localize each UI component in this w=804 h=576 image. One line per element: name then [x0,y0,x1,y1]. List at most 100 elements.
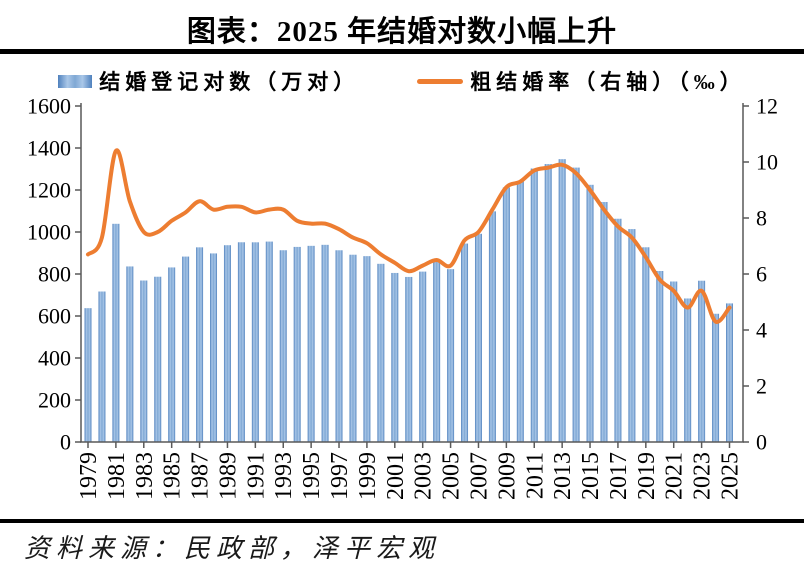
bar-2011 [530,168,538,442]
svg-text:1400: 1400 [27,136,71,161]
chart-legend: 结婚登记对数（万对） 粗结婚率（右轴）（‰） [0,66,804,96]
bar-1986 [182,256,190,442]
x-axis-ticks: 1979 1981 1983 1985 1987 1989 1991 1993 1995 1997… [76,442,744,500]
left-axis-ticks: 0 200 400 600 800 1000 1200 1400 1600 [27,94,81,455]
bar-2015 [586,184,594,442]
bar-1979 [84,308,92,442]
x-label-1987: 1987 [188,452,214,500]
bar-2019 [642,247,650,442]
bar-1995 [307,245,315,442]
svg-text:1000: 1000 [27,220,71,245]
bar-series-label: 结婚登记对数（万对） [99,70,360,94]
bar-2021 [670,281,678,442]
bar-1988 [210,253,218,442]
svg-text:0: 0 [60,430,71,455]
bar-1982 [126,266,134,442]
bar-1998 [349,254,357,442]
x-label-2007: 2007 [467,452,493,500]
x-label-2001: 2001 [383,452,409,500]
bar-1990 [237,242,245,442]
bar-2000 [377,263,385,442]
x-label-1991: 1991 [243,452,269,500]
bar-2013 [558,159,566,442]
bar-2004 [433,259,441,442]
bar-2006 [461,243,469,442]
bars-group [84,159,733,443]
bar-2018 [628,229,636,442]
bar-1985 [168,267,176,442]
bar-1999 [363,256,371,442]
x-label-1995: 1995 [299,452,325,500]
bar-1987 [196,247,204,442]
bar-2009 [502,187,510,442]
line-series-swatch [417,78,464,84]
x-label-1983: 1983 [132,452,158,500]
top-divider-rule [0,49,804,54]
svg-text:1200: 1200 [27,178,71,203]
bar-1984 [154,276,162,442]
bar-2023 [698,280,706,442]
bar-2020 [656,271,664,442]
x-label-1993: 1993 [271,452,297,500]
x-label-2025: 2025 [718,452,744,500]
bar-2016 [600,202,608,442]
bar-2025 [726,303,733,442]
bar-1983 [140,280,148,442]
x-label-1979: 1979 [76,452,102,500]
x-label-1989: 1989 [216,452,242,500]
svg-text:4: 4 [756,318,767,343]
svg-text:8: 8 [756,206,767,231]
svg-text:12: 12 [756,94,778,119]
x-label-1985: 1985 [160,452,186,500]
bar-1997 [335,250,343,442]
x-label-2021: 2021 [662,452,688,500]
svg-text:10: 10 [756,150,778,175]
x-label-2013: 2013 [550,452,576,500]
x-label-2005: 2005 [439,452,465,500]
bar-2017 [614,218,622,442]
svg-text:1600: 1600 [27,94,71,119]
x-label-2015: 2015 [578,452,604,500]
legend-item-bars: 结婚登记对数（万对） [58,66,359,96]
svg-text:6: 6 [756,262,767,287]
bar-2008 [488,211,496,442]
bar-1993 [279,250,287,442]
x-label-1981: 1981 [104,452,130,500]
bar-2012 [544,164,552,443]
x-label-2011: 2011 [522,452,548,499]
chart-title: 图表：2025 年结婚对数小幅上升 [186,16,618,48]
x-label-2009: 2009 [494,452,520,500]
bar-1992 [265,241,273,442]
x-label-2017: 2017 [606,452,632,500]
source-note: 资料来源：民政部，泽平宏观 [24,534,441,563]
x-label-1997: 1997 [327,452,353,500]
bar-1989 [223,245,231,442]
bar-2002 [405,276,413,442]
bar-2010 [516,181,524,442]
bar-2022 [684,298,692,442]
svg-text:0: 0 [756,430,767,455]
svg-text:2: 2 [756,374,767,399]
bar-2007 [474,233,482,442]
x-label-2019: 2019 [634,452,660,500]
svg-text:400: 400 [38,346,71,371]
bar-series-swatch [58,74,93,88]
bar-2001 [391,272,399,442]
x-label-2023: 2023 [690,452,716,500]
marriage-rate-line [86,148,732,324]
bottom-divider-rule [0,519,804,523]
bar-1996 [321,244,329,442]
bar-1980 [98,291,106,442]
bar-1991 [251,242,259,442]
bar-1981 [112,223,120,442]
svg-text:200: 200 [38,388,71,413]
svg-text:600: 600 [38,304,71,329]
x-label-1999: 1999 [355,452,381,500]
bar-1994 [293,246,301,442]
svg-text:800: 800 [38,262,71,287]
bar-2014 [572,167,580,442]
legend-item-line: 粗结婚率（右轴）（‰） [417,66,746,96]
line-series-label: 粗结婚率（右轴）（‰） [470,70,746,94]
